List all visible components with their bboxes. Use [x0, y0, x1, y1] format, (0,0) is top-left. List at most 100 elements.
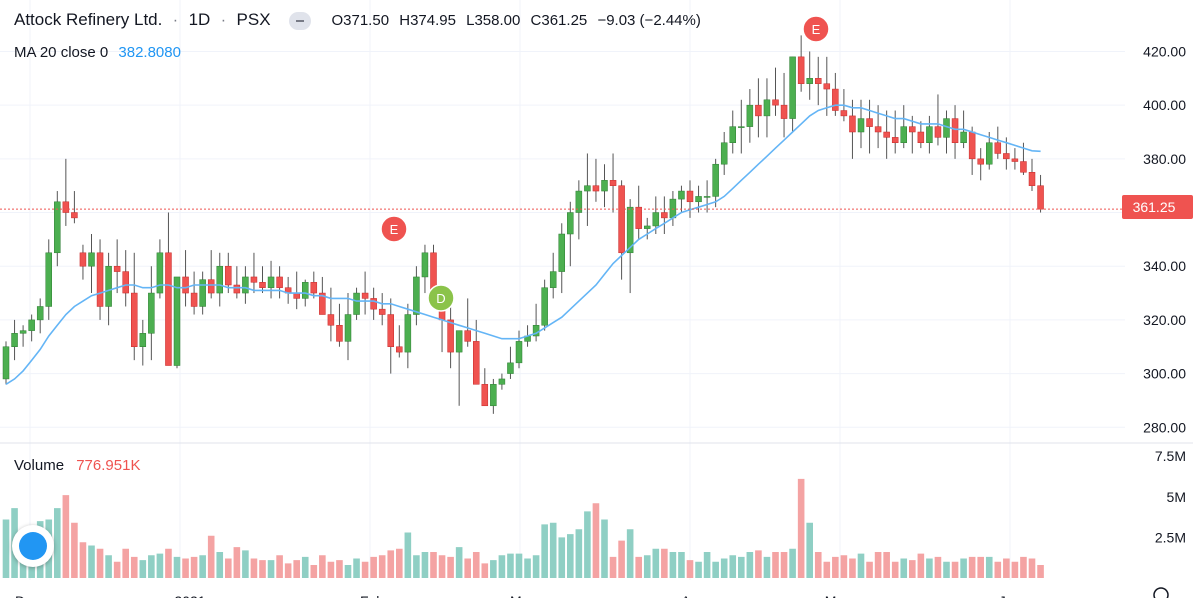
volume-bar	[1037, 565, 1044, 578]
candle	[626, 199, 634, 294]
volume-bar	[490, 560, 497, 578]
candle	[584, 153, 591, 226]
volume-bar	[524, 558, 531, 578]
volume-bar	[549, 522, 557, 578]
candle	[421, 244, 429, 294]
volume-bar	[1020, 556, 1027, 578]
open-value: 371.50	[343, 12, 390, 29]
volume-bar	[575, 529, 583, 578]
candle	[353, 287, 360, 320]
candle	[105, 252, 112, 326]
earnings-marker[interactable]: E	[802, 15, 830, 43]
candle	[378, 293, 386, 326]
volume-bar	[584, 511, 591, 578]
candle	[703, 180, 711, 213]
candle	[823, 56, 831, 116]
dividend-marker[interactable]: D	[427, 284, 455, 312]
event-markers[interactable]: E D E	[380, 15, 830, 312]
volume-pane	[2, 478, 1044, 578]
volume-bar	[207, 535, 215, 578]
volume-bar	[199, 555, 206, 578]
volume-bar	[977, 556, 984, 578]
volume-bar	[2, 519, 10, 578]
settings-gear-icon[interactable]	[1153, 587, 1169, 598]
volume-bar	[532, 555, 540, 578]
candle	[293, 271, 300, 310]
hide-eye-icon[interactable]	[289, 11, 312, 30]
volume-legend[interactable]: Volume 776.951K	[14, 457, 140, 474]
candle	[190, 271, 198, 315]
candle	[413, 266, 420, 326]
volume-bar	[618, 540, 625, 578]
volume-bar	[720, 558, 728, 578]
volume-bar	[635, 556, 642, 578]
candle	[455, 330, 463, 406]
volume-tick-label: 2.5M	[1155, 529, 1186, 545]
candle	[88, 234, 95, 294]
volume-bar	[498, 555, 506, 578]
volume-bar	[832, 556, 839, 578]
last-price-badge: 361.25	[1122, 195, 1193, 219]
volume-bar	[968, 556, 976, 578]
chart-legend: Attock Refinery Ltd. · 1D · PSX O371.50 …	[14, 10, 701, 30]
ma-label: MA 20 close 0	[14, 44, 109, 61]
price-axis[interactable]: 420.00400.00380.00360.00340.00320.00300.…	[1143, 43, 1186, 435]
candle	[19, 325, 27, 347]
candle	[934, 94, 942, 146]
candle	[28, 314, 35, 342]
candle	[481, 368, 489, 407]
candle	[815, 56, 822, 106]
candle	[131, 252, 138, 361]
volume-bar	[507, 553, 514, 578]
interval-label[interactable]: 1D	[188, 10, 211, 29]
volume-bar	[79, 542, 87, 578]
volume-bar	[985, 556, 993, 578]
volume-tick-label: 7.5M	[1155, 448, 1186, 464]
earnings-marker[interactable]: E	[380, 215, 408, 243]
volume-axis[interactable]: 7.5M 5M 2.5M	[1155, 448, 1186, 545]
candle	[344, 293, 352, 361]
time-tick-label: May	[825, 593, 851, 598]
volume-bar	[515, 553, 523, 578]
volume-bar	[994, 561, 1002, 578]
candle	[609, 153, 617, 213]
volume-bar	[1028, 558, 1036, 578]
candle	[267, 260, 275, 299]
open-label: O	[331, 12, 344, 29]
symbol-name[interactable]: Attock Refinery Ltd.	[14, 10, 163, 29]
candle	[780, 72, 788, 138]
candle	[866, 99, 873, 154]
volume-bar	[558, 537, 566, 578]
volume-bar	[148, 555, 155, 578]
candle	[113, 239, 121, 294]
candle	[1011, 148, 1019, 170]
volume-bar	[96, 548, 104, 578]
candle	[644, 217, 651, 240]
candle	[686, 180, 694, 218]
volume-bar	[190, 556, 198, 578]
candle	[62, 158, 70, 226]
volume-bar	[1003, 558, 1010, 578]
tradingview-logo-icon[interactable]	[12, 525, 54, 567]
candle	[917, 121, 925, 149]
ma-legend[interactable]: MA 20 close 0 382.8080	[14, 44, 181, 61]
candle	[994, 126, 1002, 159]
last-price-text: 361.25	[1133, 199, 1176, 215]
candle	[951, 105, 959, 159]
candle	[712, 158, 719, 208]
volume-bar	[661, 548, 668, 578]
candle	[2, 341, 10, 385]
price-tick-label: 300.00	[1143, 366, 1186, 382]
time-axis[interactable]: D 2021 Feb Mar Apr May Jun	[15, 593, 1021, 598]
volume-bar	[917, 553, 925, 578]
exchange-label[interactable]: PSX	[236, 10, 271, 29]
candle	[250, 252, 258, 294]
volume-bar	[840, 555, 848, 578]
volume-bar	[173, 556, 181, 578]
candle	[327, 287, 335, 342]
candle	[532, 303, 540, 342]
volume-bar	[695, 561, 702, 578]
volume-bar	[413, 555, 420, 578]
candle	[755, 78, 762, 138]
